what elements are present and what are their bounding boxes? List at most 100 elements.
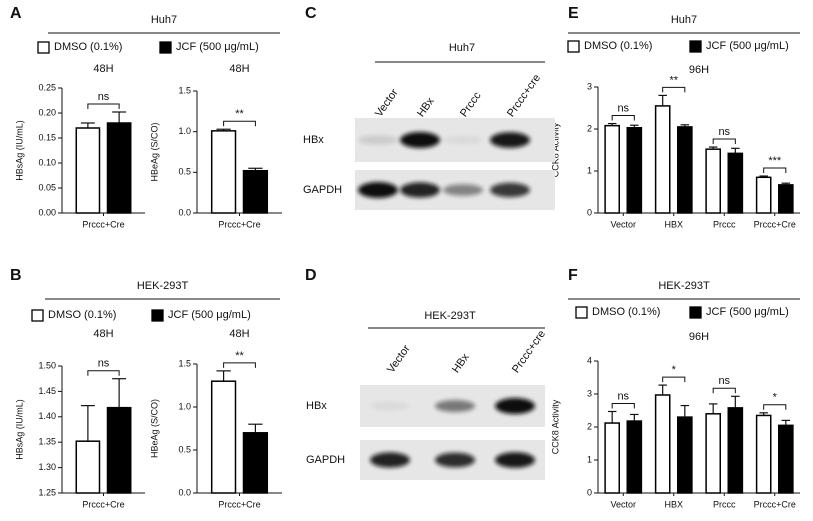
blot-title: HEK-293T [424,310,476,322]
y-tick-label: 1.5 [178,85,191,95]
x-tick-label: Prccc [713,499,736,509]
y-tick-label: 0.0 [178,207,191,217]
blot-title: Huh7 [449,42,475,54]
chart-title: 96H [689,331,709,343]
blot-band [443,184,483,196]
blot-row-label: GAPDH [306,454,345,466]
legend-label: JCF (500 μg/mL) [706,306,789,318]
bar [755,414,772,494]
bar [755,176,772,214]
blot-band [490,132,530,148]
y-tick-label: 0.25 [38,82,56,92]
bar [106,406,132,494]
blot-band [370,401,410,411]
x-tick-label: Prccc+Cre [218,499,260,509]
blot-band [495,398,535,414]
significance-label: ns [617,390,629,402]
legend-label: DMSO (0.1%) [584,40,652,52]
significance-label: ns [98,358,110,370]
x-tick-label: Prccc+Cre [82,499,124,509]
legend-label: DMSO (0.1%) [54,41,122,53]
legend-swatch [151,309,164,322]
blot-band [400,182,440,198]
blot-band [400,132,440,148]
legend-swatch [689,306,702,319]
panel-letter: E [568,5,579,22]
bar [677,416,693,494]
y-tick-label: 1.0 [178,126,191,136]
blot-band [358,135,398,145]
panel-title: Huh7 [671,14,697,26]
bar [75,440,101,494]
legend-label: DMSO (0.1%) [48,309,116,321]
y-axis-label: HBeAg (S/CO) [149,399,159,458]
bar [75,127,101,214]
legend-swatch [31,309,44,322]
significance-bracket [662,86,686,93]
significance-bracket [763,167,787,174]
bar [210,130,237,214]
panel-letter: B [10,267,22,284]
y-tick-label: 0 [587,207,592,217]
bar [705,148,721,214]
significance-label: *** [768,155,782,167]
significance-label: ns [617,102,629,114]
significance-bracket [223,120,256,127]
y-tick-label: 3 [587,81,592,91]
panel-letter: C [305,5,317,22]
significance-bracket [712,138,736,145]
y-tick-label: 1.40 [38,411,56,421]
legend-swatch [689,40,702,53]
bar [626,420,643,494]
legend-label: JCF (500 μg/mL) [168,309,251,321]
legend-label: JCF (500 μg/mL) [706,40,789,52]
significance-label: ** [235,350,244,362]
panel-letter: A [10,5,22,22]
bar [727,152,744,214]
legend-swatch [575,306,588,319]
significance-label: ns [718,126,730,138]
significance-label: * [672,364,677,376]
bar [677,126,693,214]
significance-bracket [662,376,686,383]
y-tick-label: 1.0 [178,401,191,411]
bar [106,122,132,214]
y-tick-label: 3 [587,388,592,398]
bar [604,124,620,214]
y-axis-label: HBeAg (S/CO) [149,122,159,181]
y-tick-label: 0.5 [178,444,191,454]
significance-bracket [223,362,256,368]
significance-label: ns [98,91,110,103]
significance-label: ** [235,108,244,120]
legend-label: DMSO (0.1%) [592,306,660,318]
y-tick-label: 1 [587,165,592,175]
x-tick-label: Prccc [713,219,736,229]
panel-title: HEK-293T [658,280,710,292]
significance-bracket [611,402,635,409]
bar [626,126,643,214]
x-tick-label: Prccc+Cre [754,499,796,509]
y-axis-label: CCK8 Activity [550,399,560,454]
bar [727,407,744,494]
chart-title: 48H [93,63,113,75]
x-tick-label: Vector [610,219,636,229]
blot-band [490,182,530,198]
significance-bracket [763,404,787,410]
y-tick-label: 0.15 [38,132,56,142]
y-tick-label: 1 [587,454,592,464]
bar [778,184,794,214]
y-tick-label: 0.5 [178,167,191,177]
x-tick-label: HBX [664,499,683,509]
chart-title: 48H [229,63,249,75]
legend-label: JCF (500 μg/mL) [176,41,259,53]
bar [654,394,671,494]
y-tick-label: 0.05 [38,182,56,192]
y-tick-label: 1.30 [38,462,56,472]
y-tick-label: 2 [587,421,592,431]
x-tick-label: Vector [610,499,636,509]
y-tick-label: 0.10 [38,157,56,167]
chart-title: 48H [229,328,249,340]
significance-bracket [87,103,120,109]
bar [654,105,671,214]
